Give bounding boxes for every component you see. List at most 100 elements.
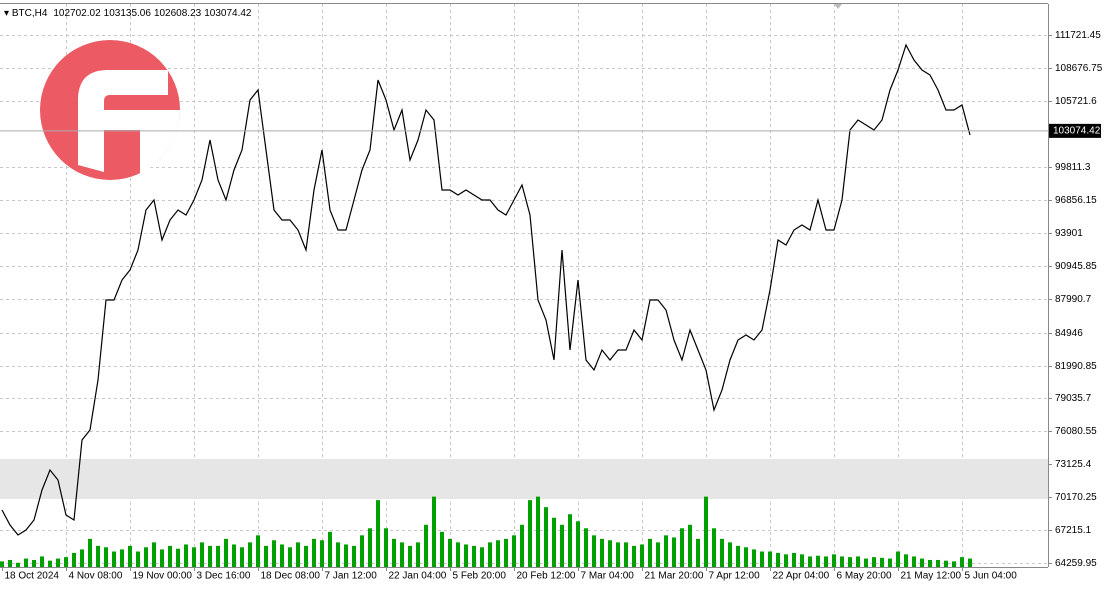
volume-bar (96, 545, 100, 567)
x-tick-label: 18 Dec 08:00 (261, 571, 321, 582)
volume-bar (608, 540, 612, 567)
volume-bar (480, 547, 484, 567)
logo (40, 40, 180, 180)
y-tick-label: 90945.85 (1055, 261, 1097, 272)
zone-layer (0, 458, 1048, 499)
volume-bar (416, 542, 420, 567)
volume-bar (840, 556, 844, 567)
x-tick-label: 7 Mar 04:00 (581, 571, 635, 582)
volume-bar (688, 524, 692, 567)
volume-bar (920, 558, 924, 567)
volume-bar (648, 538, 652, 567)
price-line (1, 43, 971, 536)
volume-bar (872, 557, 876, 567)
header-arrow: ▾ (4, 8, 12, 19)
volume-bar (656, 542, 660, 567)
x-tick-label: 21 May 12:00 (901, 571, 962, 582)
y-tick-label: 87990.7 (1055, 294, 1092, 305)
volume-bar (344, 544, 348, 567)
symbol: BTC,H4 (12, 8, 48, 19)
open: 102702.02 (53, 8, 101, 19)
volume-bar (936, 559, 940, 567)
volume-bar (360, 535, 364, 567)
y-tick-label: 111721.45 (1055, 30, 1101, 41)
volume-bar (488, 542, 492, 567)
volume-bar (624, 542, 628, 567)
volume-bar (928, 559, 932, 567)
volume-bar (944, 560, 948, 567)
x-tick-label: 5 Jun 04:00 (965, 571, 1018, 582)
volume-bar (304, 545, 308, 567)
volume-bar (168, 545, 172, 567)
volume-bar (384, 528, 388, 567)
y-tick-label: 67215.1 (1055, 525, 1092, 536)
volume-bar (288, 547, 292, 567)
volume-bar (848, 557, 852, 567)
y-tick-label: 64259.95 (1055, 558, 1097, 569)
y-tick-label: 79035.7 (1055, 393, 1092, 404)
volume-bar (264, 545, 268, 567)
shift-marker (834, 4, 842, 9)
volume-bar (336, 542, 340, 567)
volume-bar (408, 545, 412, 567)
volume-bar (296, 542, 300, 567)
volume-bar (544, 507, 548, 567)
x-tick-label: 18 Oct 2024 (5, 571, 60, 582)
volume-bar (808, 556, 812, 567)
y-tick-label: 70170.25 (1055, 492, 1097, 503)
volume-bar (464, 544, 468, 567)
volume-bar (176, 548, 180, 567)
volume-bar (352, 545, 356, 567)
y-tick-label: 76080.55 (1055, 426, 1097, 437)
volume-bar (600, 538, 604, 567)
volume-bar (736, 545, 740, 567)
y-tick-label: 96856.15 (1055, 195, 1097, 206)
volume-bar (760, 551, 764, 567)
volume-bar (144, 547, 148, 567)
x-tick-label: 3 Dec 16:00 (197, 571, 251, 582)
price-tag (1049, 123, 1101, 138)
volume-bar (528, 500, 532, 567)
x-tick-label: 7 Jan 12:00 (325, 571, 378, 582)
volume-bar (24, 558, 28, 567)
volume-bar (824, 556, 828, 567)
volume-bar (504, 538, 508, 567)
high: 103135.06 (104, 8, 152, 19)
axis-layer: 111721.45 108676.75 105721.6 99811.3 96856.1… (2, 30, 1103, 582)
volume-bar (592, 535, 596, 567)
volume-bar (696, 538, 700, 567)
volume-bar (104, 547, 108, 567)
x-tick-label: 22 Apr 04:00 (773, 571, 830, 582)
volume-bar (496, 540, 500, 567)
volume-bar (200, 542, 204, 567)
volume-bar (136, 551, 140, 567)
volume-bar (152, 542, 156, 567)
logo-letter (78, 70, 168, 172)
volume-bar (64, 557, 68, 567)
volume-bar (456, 542, 460, 567)
x-tick-label: 21 Mar 20:00 (645, 571, 704, 582)
volume-bar (160, 549, 164, 567)
volume-bar (632, 545, 636, 567)
volume-layer (0, 496, 972, 567)
volume-bar (880, 557, 884, 567)
volume-bar (888, 558, 892, 567)
volume-bar (616, 542, 620, 567)
y-tick-label: 105721.6 (1055, 96, 1097, 107)
x-tick-label: 20 Feb 12:00 (517, 571, 576, 582)
volume-bar (312, 538, 316, 567)
volume-bar (896, 551, 900, 567)
volume-bar (800, 554, 804, 567)
volume-bar (904, 554, 908, 567)
volume-bar (552, 517, 556, 567)
volume-bar (8, 559, 12, 567)
volume-bar (960, 557, 964, 567)
volume-bar (432, 496, 436, 567)
volume-bar (816, 555, 820, 567)
x-tick-label: 7 Apr 12:00 (709, 571, 761, 582)
volume-bar (120, 549, 124, 567)
volume-bar (768, 551, 772, 567)
volume-bar (792, 552, 796, 567)
volume-bar (512, 535, 516, 567)
volume-bar (112, 551, 116, 567)
